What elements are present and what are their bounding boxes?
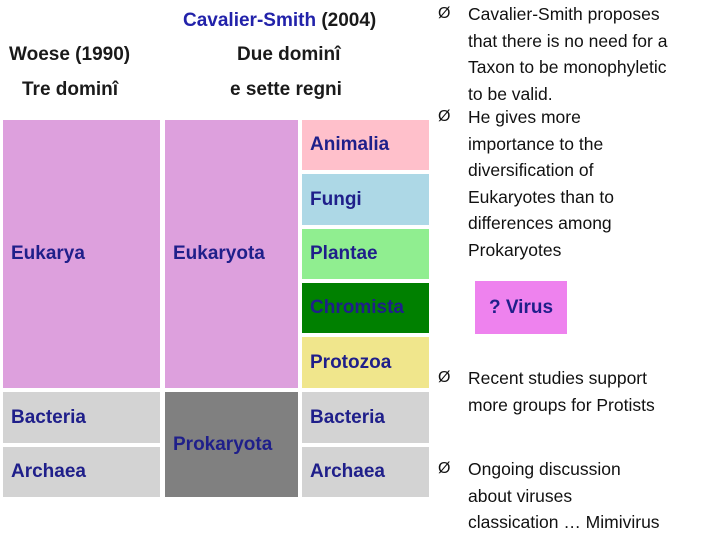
kingdom-archaea-label: Archaea	[310, 461, 385, 482]
woese-archaea-label: Archaea	[11, 461, 86, 482]
bullet-2-text: He gives more importance to the diversif…	[468, 104, 614, 263]
bullet-1-line: Taxon to be monophyletic	[468, 57, 667, 77]
animalia-cell: Animalia	[302, 120, 429, 170]
animalia-label: Animalia	[310, 134, 390, 155]
eukaryota-label: Eukaryota	[173, 243, 265, 264]
tre-domini-header: Tre dominî	[22, 79, 119, 100]
bullet-2-line: Eukaryotes than to	[468, 186, 614, 207]
fungi-label: Fungi	[310, 188, 362, 210]
bullet-2-line: He gives more	[468, 107, 581, 127]
chromista-cell: Chromista	[302, 283, 429, 333]
bullet-2: Ø He gives more importance to the divers…	[438, 104, 718, 264]
eukarya-cell: Eukarya	[3, 120, 160, 388]
bullet-arrow-icon: Ø	[438, 369, 451, 386]
bullet-4-text: Ongoing discussion about viruses classic…	[468, 456, 660, 536]
sette-regni-header: e sette regni	[230, 79, 342, 100]
woese-bacteria-cell: Bacteria	[3, 392, 160, 443]
woese-bacteria-label: Bacteria	[11, 406, 86, 428]
fungi-cell: Fungi	[302, 174, 429, 225]
plantae-cell: Plantae	[302, 229, 429, 279]
protozoa-cell: Protozoa	[302, 337, 429, 388]
virus-box: ? Virus	[475, 281, 567, 334]
prokaryota-cell: Prokaryota	[165, 392, 298, 497]
bullet-4-line: classication … Mimivirus	[468, 512, 660, 532]
bullet-1-line: that there is no need for a	[468, 30, 668, 51]
bullet-1-line: to be valid.	[468, 83, 553, 104]
bullet-arrow-icon: Ø	[438, 5, 451, 22]
bullet-arrow-icon: Ø	[438, 460, 451, 477]
cavalier-smith-header: Cavalier-Smith (2004)	[183, 10, 376, 32]
bullet-3-line: more groups for Protists	[468, 394, 655, 415]
bullet-1-text: Cavalier-Smith proposes that there is no…	[468, 1, 667, 107]
kingdom-bacteria-label: Bacteria	[310, 406, 385, 428]
kingdom-bacteria-cell: Bacteria	[302, 392, 429, 443]
bullet-3: Ø Recent studies support more groups for…	[438, 365, 718, 419]
due-domini-header: Due dominî	[237, 44, 341, 65]
prokaryota-label: Prokaryota	[173, 433, 273, 455]
bullet-2-line: diversification of	[468, 160, 594, 180]
bullet-3-line: Recent studies support	[468, 368, 647, 388]
kingdom-archaea-cell: Archaea	[302, 447, 429, 497]
woese-archaea-cell: Archaea	[3, 447, 160, 497]
bullet-4-line: about viruses	[468, 485, 573, 506]
bullet-2-line: Prokaryotes	[468, 239, 562, 260]
woese-header: Woese (1990)	[9, 44, 131, 65]
protozoa-label: Protozoa	[310, 351, 392, 373]
eukaryota-cell: Eukaryota	[165, 120, 298, 388]
eukarya-label: Eukarya	[11, 243, 85, 264]
bullet-2-line: importance to the	[468, 133, 604, 154]
bullet-4: Ø Ongoing discussion about viruses class…	[438, 456, 718, 536]
bullet-4-line: Ongoing discussion	[468, 459, 621, 479]
cavalier-smith-year: (2004)	[321, 10, 377, 31]
bullet-2-line: differences among	[468, 213, 612, 233]
bullet-1: Ø Cavalier-Smith proposes that there is …	[438, 1, 718, 107]
virus-label: ? Virus	[488, 296, 554, 318]
plantae-label: Plantae	[310, 243, 378, 264]
cavalier-smith-title: Cavalier-Smith	[183, 10, 317, 31]
bullet-arrow-icon: Ø	[438, 108, 451, 125]
bullet-1-line: Cavalier-Smith proposes	[468, 4, 660, 24]
bullet-3-text: Recent studies support more groups for P…	[468, 365, 655, 418]
chromista-label: Chromista	[310, 297, 404, 318]
